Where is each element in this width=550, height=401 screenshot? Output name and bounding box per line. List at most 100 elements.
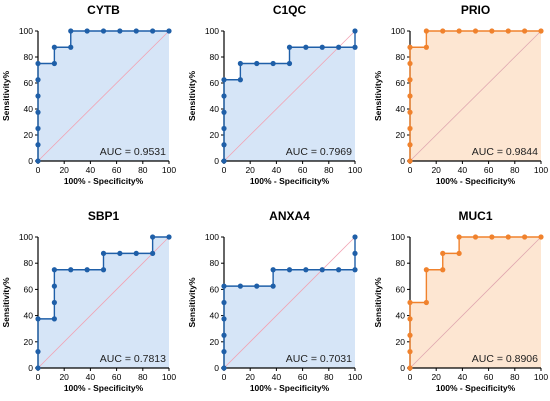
y-tick-label: 80 <box>24 258 34 268</box>
x-axis-label: 100% - Specificity% <box>250 383 330 393</box>
y-tick-label: 100 <box>391 26 405 36</box>
roc-point <box>456 234 462 240</box>
chart-title: ANXA4 <box>269 209 310 223</box>
roc-point <box>237 77 243 83</box>
roc-point <box>117 250 123 256</box>
y-tick-label: 20 <box>24 130 34 140</box>
roc-point <box>100 28 107 34</box>
roc-point <box>407 316 413 322</box>
roc-point <box>68 267 74 273</box>
roc-point <box>254 283 260 289</box>
roc-point <box>423 28 429 34</box>
y-tick-label: 0 <box>400 156 405 166</box>
y-tick-label: 40 <box>396 104 406 114</box>
roc-point <box>150 234 156 240</box>
chart-title: CYTB <box>87 3 120 17</box>
roc-point <box>35 109 41 115</box>
roc-point <box>407 332 413 338</box>
roc-point <box>407 125 413 132</box>
x-tick-label: 0 <box>222 372 227 382</box>
roc-point <box>35 349 41 355</box>
x-tick-label: 0 <box>36 372 41 382</box>
roc-point <box>84 267 90 273</box>
roc-point <box>68 28 74 34</box>
x-tick-label: 60 <box>298 165 308 175</box>
roc-point <box>166 234 172 240</box>
y-tick-label: 40 <box>210 104 220 114</box>
roc-point <box>286 60 293 67</box>
x-tick-label: 80 <box>510 165 520 175</box>
roc-point <box>221 142 227 148</box>
roc-point <box>35 125 41 132</box>
roc-point <box>407 77 413 83</box>
y-tick-label: 80 <box>396 52 406 62</box>
roc-point <box>407 60 413 67</box>
y-tick-label: 80 <box>210 258 220 268</box>
x-tick-label: 60 <box>298 372 308 382</box>
x-tick-label: 100 <box>162 165 176 175</box>
y-tick-label: 20 <box>396 337 406 347</box>
x-tick-label: 40 <box>86 165 96 175</box>
roc-point <box>286 44 293 50</box>
roc-point <box>303 267 309 273</box>
y-tick-label: 20 <box>210 130 220 140</box>
roc-point <box>352 267 358 273</box>
x-tick-label: 80 <box>510 372 520 382</box>
roc-point <box>221 299 227 306</box>
x-tick-label: 20 <box>59 165 69 175</box>
y-tick-label: 60 <box>24 284 34 294</box>
roc-point <box>538 28 544 34</box>
roc-point <box>522 28 528 34</box>
x-tick-label: 40 <box>272 372 282 382</box>
x-tick-label: 0 <box>408 372 413 382</box>
auc-label: AUC = 0.9531 <box>100 146 166 158</box>
roc-point <box>440 267 446 273</box>
y-axis-label: Sensitivity% <box>373 71 383 122</box>
roc-point <box>237 283 243 289</box>
roc-point <box>407 299 413 306</box>
x-axis-label: 100% - Specificity% <box>64 383 144 393</box>
roc-point <box>35 93 41 99</box>
y-tick-label: 20 <box>210 337 220 347</box>
x-tick-label: 80 <box>138 372 148 382</box>
y-tick-label: 100 <box>19 232 33 242</box>
roc-point <box>270 283 276 289</box>
roc-point <box>319 267 325 273</box>
x-tick-label: 100 <box>534 165 548 175</box>
roc-point <box>150 250 156 256</box>
roc-point <box>221 158 227 164</box>
roc-point <box>286 267 293 273</box>
roc-point <box>472 234 479 240</box>
roc-point <box>35 60 41 67</box>
roc-point <box>472 28 479 34</box>
chart-title: SBP1 <box>88 209 120 223</box>
roc-point <box>133 250 139 256</box>
roc-point <box>35 158 41 164</box>
auc-label: AUC = 0.7031 <box>286 353 352 365</box>
roc-point <box>100 250 107 256</box>
x-tick-label: 40 <box>86 372 96 382</box>
y-tick-label: 60 <box>396 78 406 88</box>
y-tick-label: 40 <box>210 311 220 321</box>
roc-point <box>407 109 413 115</box>
reference-diagonal <box>223 236 356 369</box>
roc-point <box>456 28 462 34</box>
roc-point <box>505 234 511 240</box>
roc-point <box>35 365 41 371</box>
y-tick-label: 60 <box>396 284 406 294</box>
roc-point <box>407 44 413 50</box>
roc-point <box>489 234 495 240</box>
roc-point <box>352 250 358 256</box>
y-tick-label: 40 <box>24 311 34 321</box>
roc-point <box>35 77 41 83</box>
roc-point <box>35 316 41 322</box>
y-axis-label: Sensitivity% <box>187 71 197 122</box>
roc-point <box>221 93 227 99</box>
roc-point <box>303 44 309 50</box>
x-tick-label: 20 <box>245 372 255 382</box>
roc-point <box>407 93 413 99</box>
chart-title: MUC1 <box>458 209 492 223</box>
x-tick-label: 100 <box>534 372 548 382</box>
y-tick-label: 100 <box>391 232 405 242</box>
